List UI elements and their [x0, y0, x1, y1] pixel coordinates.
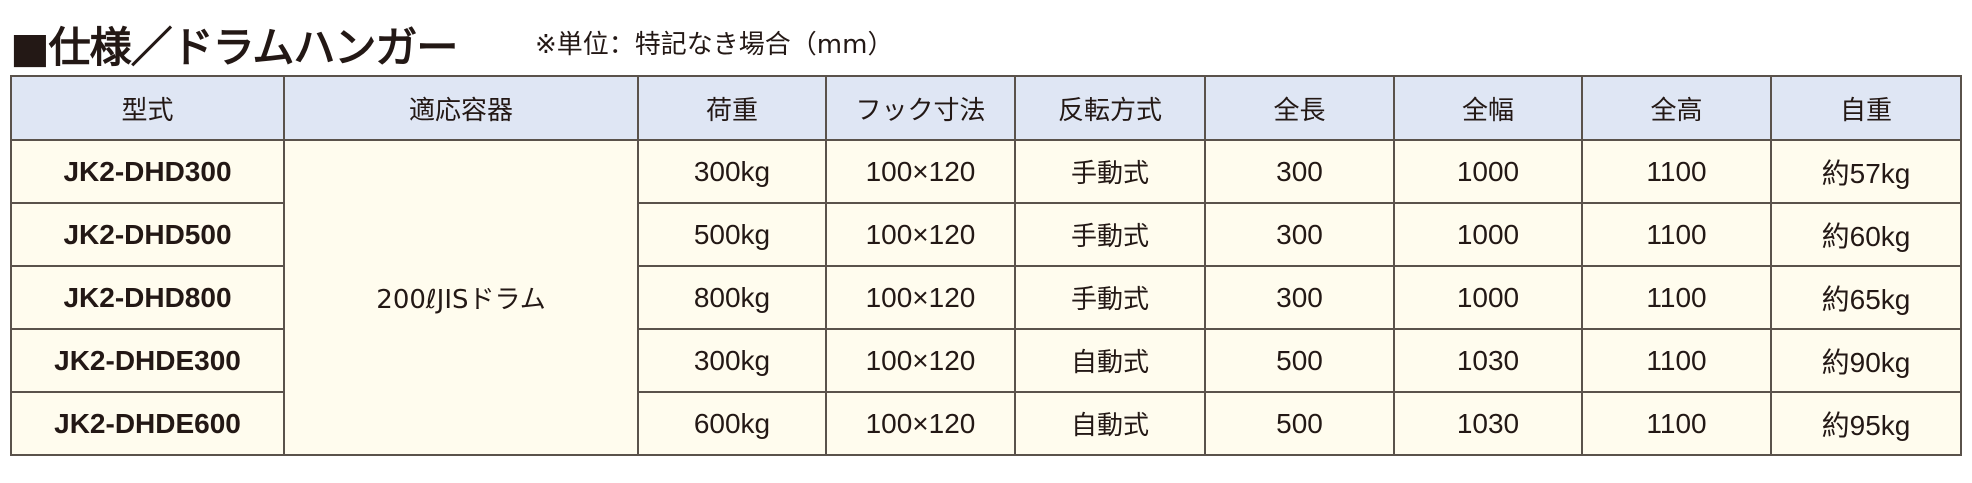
cell-width: 1000: [1393, 265, 1583, 330]
table-row: JK2-DHD800 800kg 100×120 手動式 300 1000 1100 約65k…: [10, 265, 1962, 330]
cell-load: 300kg: [637, 328, 827, 393]
cell-length: 500: [1204, 391, 1395, 456]
cell-load: 800kg: [637, 265, 827, 330]
cell-height: 1100: [1581, 139, 1772, 204]
header-weight: 自重: [1770, 75, 1962, 141]
cell-width: 1030: [1393, 391, 1583, 456]
cell-weight: 約95kg: [1770, 391, 1962, 456]
cell-width: 1000: [1393, 139, 1583, 204]
table-row: JK2-DHD500 500kg 100×120 手動式 300 1000 1100 約60k…: [10, 202, 1962, 267]
cell-flip: 自動式: [1014, 391, 1206, 456]
table-row: JK2-DHDE600 600kg 100×120 自動式 500 1030 1100 約95…: [10, 391, 1962, 456]
cell-model: JK2-DHD500: [10, 202, 285, 267]
header-length: 全長: [1204, 75, 1395, 141]
cell-model: JK2-DHDE300: [10, 328, 285, 393]
header-width: 全幅: [1393, 75, 1583, 141]
cell-length: 300: [1204, 202, 1395, 267]
table-row: JK2-DHDE300 300kg 100×120 自動式 500 1030 1100 約90…: [10, 328, 1962, 393]
cell-flip: 手動式: [1014, 202, 1206, 267]
header-model: 型式: [10, 75, 285, 141]
cell-width: 1030: [1393, 328, 1583, 393]
cell-container: 200ℓJISドラム: [283, 139, 639, 456]
cell-model: JK2-DHDE600: [10, 391, 285, 456]
cell-load: 500kg: [637, 202, 827, 267]
cell-weight: 約57kg: [1770, 139, 1962, 204]
cell-model: JK2-DHD300: [10, 139, 285, 204]
cell-height: 1100: [1581, 202, 1772, 267]
cell-weight: 約90kg: [1770, 328, 1962, 393]
cell-model: JK2-DHD800: [10, 265, 285, 330]
cell-load: 300kg: [637, 139, 827, 204]
cell-hook: 100×120: [825, 328, 1016, 393]
cell-length: 500: [1204, 328, 1395, 393]
cell-load: 600kg: [637, 391, 827, 456]
cell-flip: 手動式: [1014, 265, 1206, 330]
cell-hook: 100×120: [825, 265, 1016, 330]
table-row: JK2-DHD300 200ℓJISドラム 300kg 100×120 手動式 300 10…: [10, 139, 1962, 456]
cell-width: 1000: [1393, 202, 1583, 267]
cell-length: 300: [1204, 139, 1395, 204]
cell-height: 1100: [1581, 265, 1772, 330]
cell-weight: 約65kg: [1770, 265, 1962, 330]
header-height: 全高: [1581, 75, 1772, 141]
header-container: 適応容器: [283, 75, 639, 141]
cell-hook: 100×120: [825, 202, 1016, 267]
header-row: 型式 適応容器 荷重 フック寸法 反転方式 全長 全幅 全高 自重: [10, 75, 1962, 141]
cell-hook: 100×120: [825, 139, 1016, 204]
cell-length: 300: [1204, 265, 1395, 330]
spec-table: 型式 適応容器 荷重 フック寸法 反転方式 全長 全幅 全高 自重 JK2-DH…: [10, 75, 1962, 456]
cell-flip: 自動式: [1014, 328, 1206, 393]
cell-height: 1100: [1581, 328, 1772, 393]
header-hook: フック寸法: [825, 75, 1016, 141]
cell-weight: 約60kg: [1770, 202, 1962, 267]
section-title: ■仕様／ドラムハンガー: [10, 23, 458, 72]
cell-hook: 100×120: [825, 391, 1016, 456]
header-flip: 反転方式: [1014, 75, 1206, 141]
cell-height: 1100: [1581, 391, 1772, 456]
header-load: 荷重: [637, 75, 827, 141]
cell-flip: 手動式: [1014, 139, 1206, 204]
unit-note: ※単位：特記なき場合（mm）: [535, 30, 894, 60]
